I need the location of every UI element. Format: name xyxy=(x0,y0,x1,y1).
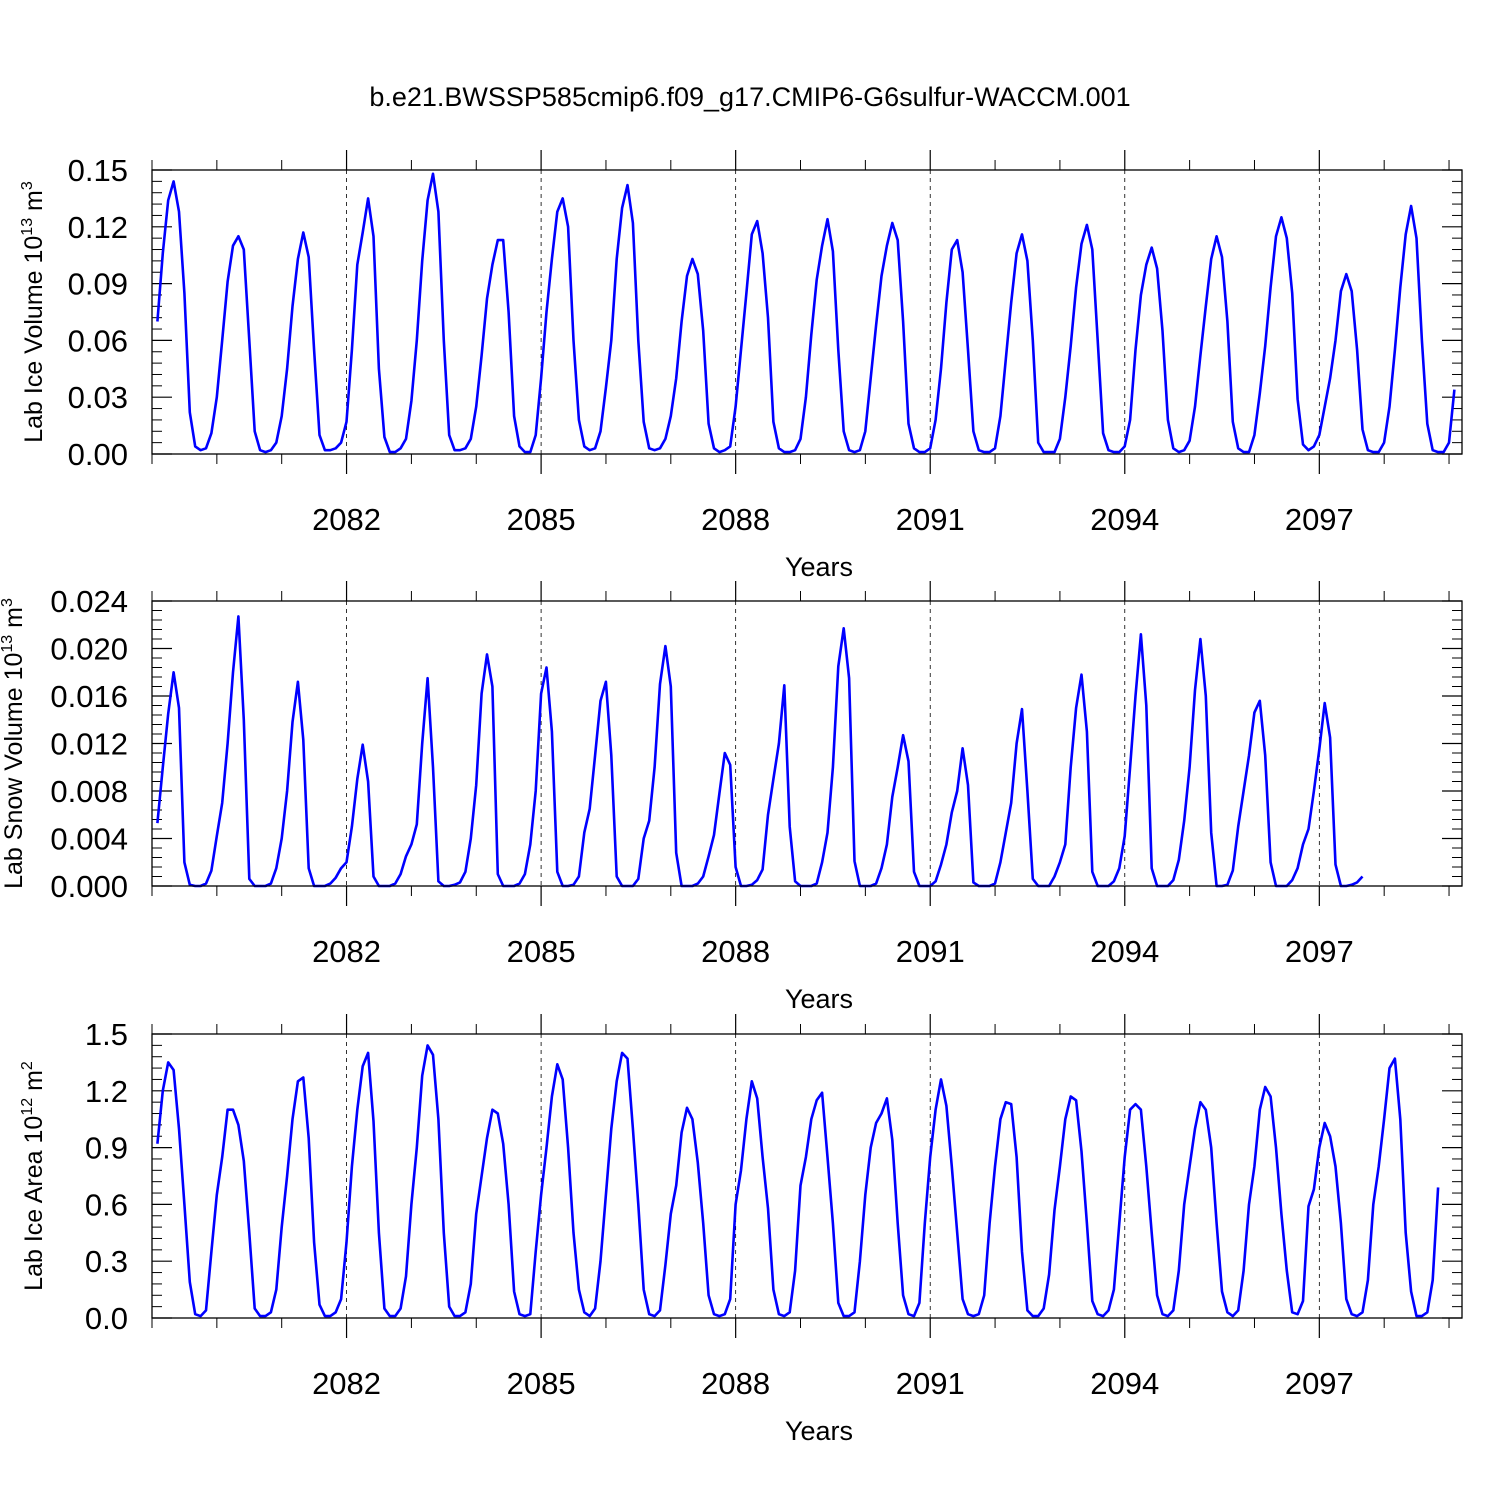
y-tick-label: 0.020 xyxy=(50,632,128,667)
y-tick-label: 0.12 xyxy=(68,210,128,245)
y-tick-label: 0.024 xyxy=(50,584,128,619)
y-tick-label: 0.000 xyxy=(50,869,128,904)
y-tick-label: 0.00 xyxy=(68,437,128,472)
x-tick-label: 2091 xyxy=(896,502,965,537)
plot-frame xyxy=(151,600,1463,887)
y-tick-label: 0.15 xyxy=(68,153,128,188)
panel-snow-volume: 0.000 0.004 0.008 0.012 0.016 0.020 0.024 2082 2… xyxy=(0,581,1463,1014)
x-tick-label: 2094 xyxy=(1090,1366,1159,1401)
y-tick-label: 1.5 xyxy=(85,1017,128,1052)
panel-ice-area: 0.0 0.3 0.6 0.9 1.2 1.5 2082 2085 2088 2091 2094 20… xyxy=(19,1014,1463,1446)
x-axis-label: Years xyxy=(785,552,853,582)
y-tick-label: 0.6 xyxy=(85,1187,128,1222)
x-axis-label: Years xyxy=(785,984,853,1014)
y-tick-label: 0.0 xyxy=(85,1301,128,1336)
y-tick-label: 0.9 xyxy=(85,1131,128,1166)
x-axis-label: Years xyxy=(785,1416,853,1446)
y-tick-label: 0.004 xyxy=(50,822,128,857)
y-tick-label: 0.06 xyxy=(68,323,128,358)
x-tick-label: 2085 xyxy=(507,502,576,537)
y-tick-label: 0.012 xyxy=(50,727,128,762)
plot-frame xyxy=(151,1033,1463,1319)
y-axis-label: Lab Ice Volume 1013 m3 xyxy=(19,181,48,443)
series-line xyxy=(156,615,1364,888)
x-tick-label: 2097 xyxy=(1285,1366,1354,1401)
y-tick-label: 0.3 xyxy=(85,1244,128,1279)
x-tick-label: 2097 xyxy=(1285,502,1354,537)
x-tick-label: 2094 xyxy=(1090,934,1159,969)
y-tick-label: 1.2 xyxy=(85,1074,128,1109)
x-tick-label: 2091 xyxy=(896,934,965,969)
y-tick-label: 0.03 xyxy=(68,380,128,415)
x-tick-label: 2088 xyxy=(701,934,770,969)
panel-ice-volume: 0.00 0.03 0.06 0.09 0.12 0.15 2082 2085 2088 2091… xyxy=(19,150,1463,582)
x-tick-label: 2082 xyxy=(312,934,381,969)
y-tick-label: 0.09 xyxy=(68,267,128,302)
x-tick-label: 2085 xyxy=(507,934,576,969)
y-tick-label: 0.008 xyxy=(50,774,128,809)
plot-frame xyxy=(151,169,1463,455)
x-tick-label: 2082 xyxy=(312,502,381,537)
x-tick-label: 2094 xyxy=(1090,502,1159,537)
series-line xyxy=(156,172,1456,454)
x-tick-label: 2088 xyxy=(701,502,770,537)
y-axis-label: Lab Snow Volume 1013 m3 xyxy=(0,598,28,889)
x-tick-label: 2091 xyxy=(896,1366,965,1401)
series-line xyxy=(156,1044,1440,1318)
y-axis-label: Lab Ice Area 1012 m2 xyxy=(19,1061,48,1291)
x-tick-label: 2097 xyxy=(1285,934,1354,969)
x-tick-label: 2088 xyxy=(701,1366,770,1401)
x-tick-label: 2082 xyxy=(312,1366,381,1401)
chart-title: b.e21.BWSSP585cmip6.f09_g17.CMIP6-G6sulf… xyxy=(369,82,1131,112)
x-tick-label: 2085 xyxy=(507,1366,576,1401)
y-tick-label: 0.016 xyxy=(50,679,128,714)
